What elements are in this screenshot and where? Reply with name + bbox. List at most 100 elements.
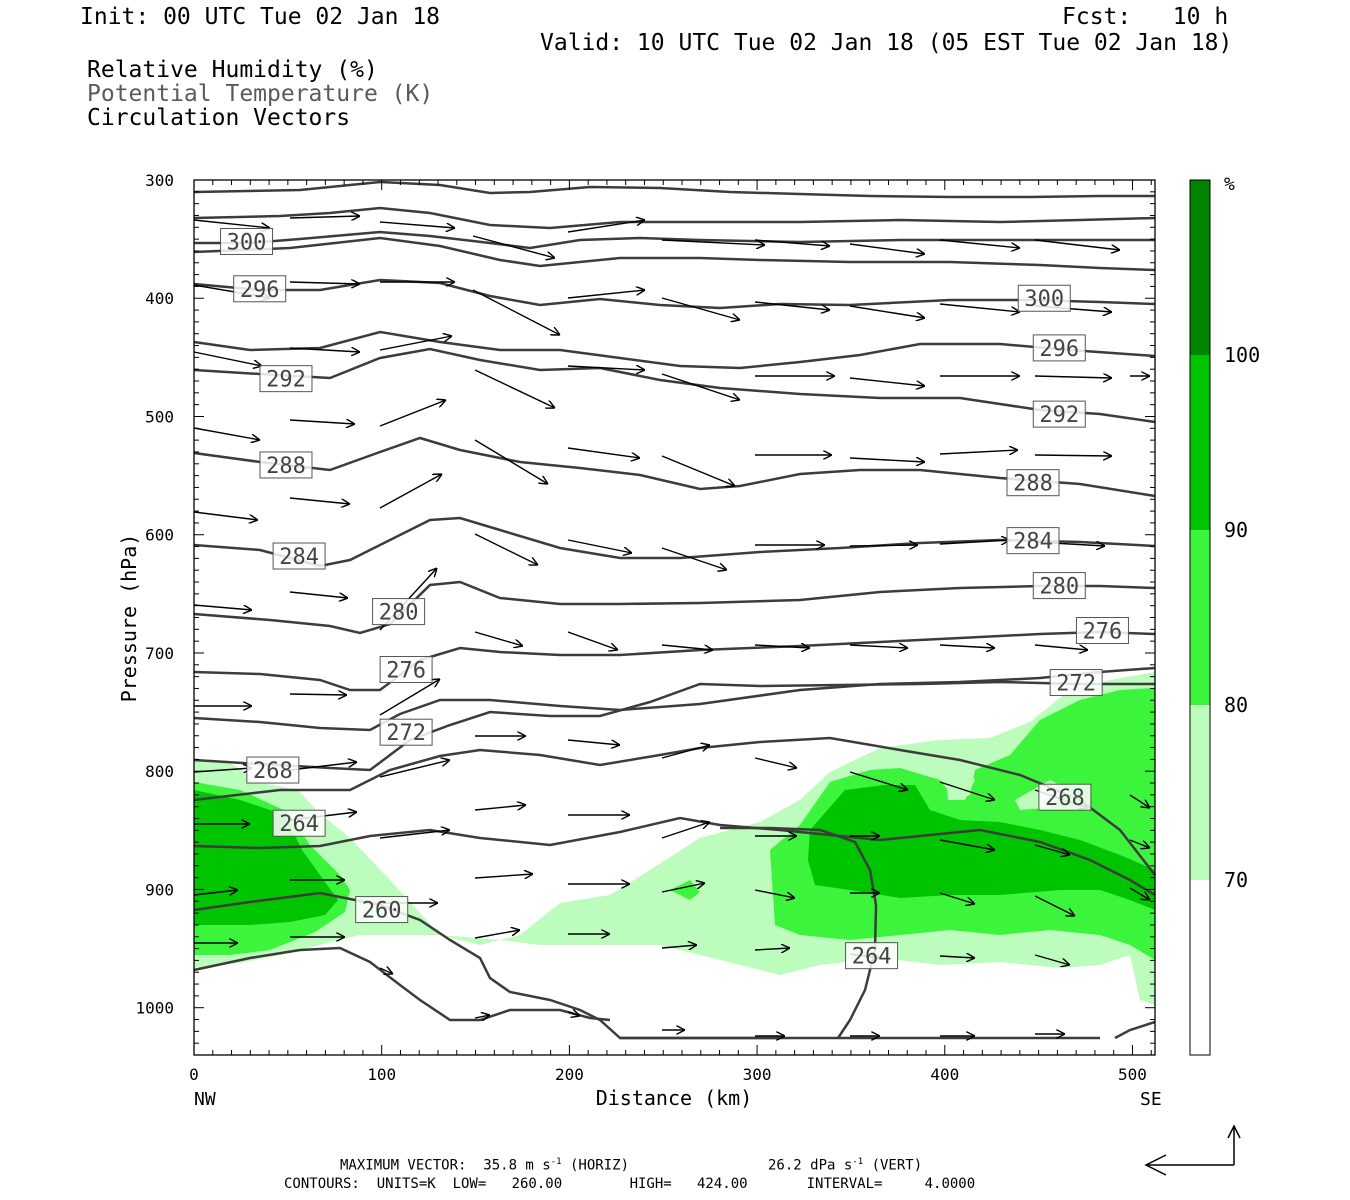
legend-rh: Relative Humidity (%) xyxy=(87,57,378,83)
wind-vector-arrow xyxy=(849,771,908,790)
theta-isoline xyxy=(720,826,878,1039)
theta-isoline xyxy=(193,946,611,1022)
wind-vector-arrow xyxy=(567,290,645,299)
wind-vector-arrow xyxy=(1034,844,1070,855)
theta-label-box xyxy=(259,451,313,479)
wind-vector-arrow xyxy=(849,545,918,546)
wind-vector-arrow xyxy=(661,745,710,759)
wind-vector-arrow xyxy=(193,427,260,440)
theta-label-box xyxy=(220,227,274,255)
wind-vector-arrow xyxy=(474,805,526,811)
theta-label: 300 xyxy=(1024,287,1064,312)
theta-label-box xyxy=(1032,572,1086,600)
wind-vector-arrow xyxy=(474,930,520,939)
wind-vector-arrow xyxy=(1034,376,1112,378)
theta-label: 260 xyxy=(362,899,402,924)
wind-vector-arrow xyxy=(661,297,740,320)
theta-isoline xyxy=(1114,1020,1156,1040)
colorbar-label-70: 70 xyxy=(1224,868,1248,892)
wind-vector-arrow xyxy=(939,239,1020,248)
wind-vector-arrow xyxy=(661,883,705,893)
wind-vector-arrow xyxy=(474,874,533,878)
wind-vector-arrow xyxy=(474,631,523,646)
theta-label: 296 xyxy=(240,278,280,303)
wind-vector-arrow xyxy=(754,889,795,898)
theta-isoline xyxy=(193,236,1156,272)
circulation-vectors xyxy=(193,216,1150,1036)
theta-label: 300 xyxy=(227,230,267,255)
wind-vector-arrow xyxy=(289,282,360,284)
theta-label: 288 xyxy=(266,454,306,479)
wind-vector-arrow xyxy=(754,645,810,648)
wind-vector-arrow xyxy=(193,219,270,228)
theta-label: 288 xyxy=(1013,472,1053,497)
wind-vector-arrow xyxy=(939,781,995,800)
colorbar-band-70-80 xyxy=(1190,705,1210,880)
valid-time: Valid: 10 UTC Tue 02 Jan 18 (05 EST Tue … xyxy=(540,30,1233,56)
forecast-hour: Fcst: 10 h xyxy=(1062,4,1229,30)
colorbar-band-80-90 xyxy=(1190,530,1210,705)
theta-isoline xyxy=(193,630,1156,692)
wind-vector-arrow xyxy=(754,757,797,768)
colorbar-unit: % xyxy=(1224,174,1235,195)
theta-isoline xyxy=(193,666,1156,732)
wind-vector-arrow xyxy=(379,830,450,839)
wind-vector-arrow xyxy=(661,644,713,650)
y-tick-label: 1000 xyxy=(135,999,174,1018)
max-vector-info: MAXIMUM VECTOR: 35.8 m s-1 (HORIZ) xyxy=(340,1157,629,1174)
theta-isoline xyxy=(193,347,1156,424)
theta-label: 292 xyxy=(1039,403,1079,428)
vert-vector-unit: (VERT) xyxy=(863,1157,923,1174)
colorbar: % 100 90 80 70 xyxy=(1189,174,1260,1056)
wind-vector-arrow xyxy=(567,539,632,553)
wind-vector-arrow xyxy=(849,458,925,462)
theta-label: 276 xyxy=(386,659,426,684)
wind-vector-arrow xyxy=(567,366,645,370)
theta-label-box xyxy=(246,756,300,784)
colorbar-band-90-100 xyxy=(1190,355,1210,530)
theta-contour-labels: 3002962922882842802762722682642602642682… xyxy=(220,227,1129,970)
wind-vector-arrow xyxy=(567,1012,580,1016)
wind-vector-arrow xyxy=(661,455,735,486)
theta-isoline xyxy=(194,230,1155,250)
x-tick-label: 100 xyxy=(367,1065,396,1084)
theta-label: 268 xyxy=(1045,786,1085,811)
max-vector-unit: (HORIZ) xyxy=(561,1157,629,1174)
wind-vector-arrow xyxy=(1034,644,1088,650)
theta-label: 268 xyxy=(253,759,293,784)
theta-label-box xyxy=(1006,469,1060,497)
wind-vector-arrow xyxy=(379,221,455,228)
theta-label: 284 xyxy=(279,545,319,570)
wind-vector-arrow xyxy=(379,474,442,509)
wind-vector-arrow xyxy=(939,540,1010,544)
wind-vector-arrow xyxy=(661,822,710,839)
wind-vector-arrow xyxy=(289,762,357,771)
theta-label: 280 xyxy=(379,601,419,626)
theta-label: 296 xyxy=(1039,337,1079,362)
wind-vector-arrow xyxy=(474,533,538,565)
wind-vector-arrow xyxy=(661,945,697,948)
theta-label-box xyxy=(1032,400,1086,428)
endpoint-right-label: SE xyxy=(1140,1089,1162,1110)
theta-label-box xyxy=(1032,334,1086,362)
wind-vector-arrow xyxy=(661,373,740,400)
wind-vector-arrow xyxy=(289,591,348,598)
wind-vector-arrow xyxy=(849,243,925,254)
wind-vector-arrow xyxy=(379,760,450,778)
theta-label: 292 xyxy=(266,368,306,393)
rh-80-hole xyxy=(945,755,975,800)
wind-vector-arrow xyxy=(289,497,350,504)
wind-vector-arrow xyxy=(849,305,925,318)
theta-label-box xyxy=(372,598,426,626)
theta-label-box xyxy=(259,365,313,393)
vertical-vector-info: 26.2 dPa s-1 (VERT) xyxy=(768,1157,922,1174)
y-tick-label: 300 xyxy=(145,171,174,190)
axis-ticks xyxy=(193,179,1155,1055)
wind-vector-arrow xyxy=(474,369,555,408)
wind-vector-arrow xyxy=(193,351,262,366)
theta-label-box xyxy=(379,718,433,746)
wind-vector-arrow xyxy=(1129,839,1150,848)
theta-isoline xyxy=(193,680,1155,772)
wind-vector-arrow xyxy=(939,645,995,648)
wind-vector-arrow xyxy=(193,604,252,610)
